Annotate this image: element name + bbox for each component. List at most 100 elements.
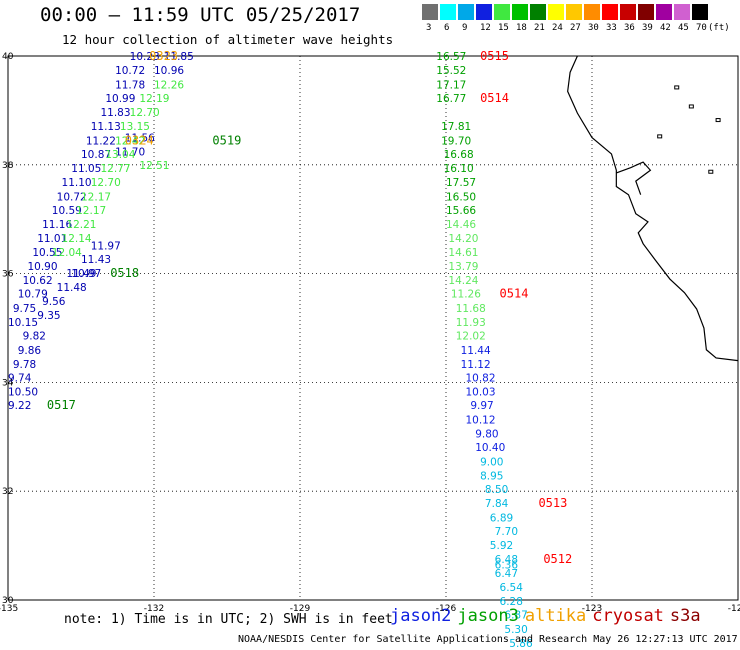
wave-height-value: 10.96 <box>154 65 184 77</box>
wave-height-value: 17.81 <box>441 121 471 133</box>
scale-label: 36 <box>624 23 635 33</box>
wave-height-value: 11.49 <box>66 268 96 280</box>
wave-height-value: 11.01 <box>37 233 67 245</box>
wave-height-value: 12.70 <box>91 177 121 189</box>
lat-tick-label: 34 <box>2 378 14 388</box>
wave-height-value: 8.95 <box>480 470 503 482</box>
wave-height-value: 13.79 <box>448 261 478 273</box>
wave-height-value: 10.90 <box>27 261 57 273</box>
wave-height-value: 6.89 <box>490 512 513 524</box>
wave-height-value: 9.82 <box>23 331 46 343</box>
scale-swatch <box>422 4 438 20</box>
wave-height-value: 5.86 <box>509 638 533 650</box>
wave-height-value: 12.77 <box>100 163 130 175</box>
wave-height-value: 11.93 <box>456 317 486 329</box>
wave-height-value: 12.14 <box>62 233 92 245</box>
map-border <box>7 55 739 601</box>
wave-height-value: 12.04 <box>52 247 82 259</box>
map-title: 00:00 — 11:59 UTC 05/25/2017 <box>40 4 361 26</box>
inland-lake-outline <box>657 134 663 139</box>
lat-tick-label: 30 <box>2 596 14 606</box>
coast-line <box>567 55 739 362</box>
scale-label: 39 <box>642 23 653 33</box>
map-frame <box>7 55 739 601</box>
wave-height-value: 5.30 <box>504 624 527 636</box>
pass-time-label: 0324 <box>125 133 154 147</box>
pass-time-stamps: 0323 0324 0519 0518 0517 0515 0514 0514 0513 0512… <box>47 49 577 650</box>
graticule <box>8 56 738 600</box>
wave-height-value: 10.82 <box>465 373 495 385</box>
wave-height-value: 9.22 <box>8 400 31 412</box>
scale-label: 3 <box>426 23 432 33</box>
wave-height-value: 12.17 <box>81 191 111 203</box>
wave-height-value: 13.04 <box>105 149 135 161</box>
wave-height-value: 10.72 <box>57 191 87 203</box>
wave-height-value: 6.28 <box>500 596 523 608</box>
satellite-name-jason2: jason2 <box>390 606 452 626</box>
wave-height-value: 12.42 <box>115 135 145 147</box>
scale-label: 45 <box>678 23 689 33</box>
wave-height-value: 12.19 <box>139 93 169 105</box>
scale-label: 30 <box>588 23 599 33</box>
wave-height-value: 10.62 <box>23 275 53 287</box>
pass-time-label: 0323 <box>149 49 178 63</box>
lat-tick-label: 32 <box>2 487 13 497</box>
scale-label: 18 <box>516 23 527 33</box>
inland-lake-outline <box>674 85 680 90</box>
bay-outline <box>616 161 652 195</box>
wave-height-value: 6.48 <box>495 554 518 566</box>
wave-height-value: 11.85 <box>164 51 194 63</box>
wave-height-value: 7.70 <box>495 526 518 538</box>
scale-swatch <box>656 4 672 20</box>
wave-height-value: 10.12 <box>465 414 495 426</box>
lon-tick-label: -123 <box>582 604 602 614</box>
pass-time-label: 0517 <box>47 398 76 412</box>
wave-height-value: 9.86 <box>18 345 42 357</box>
scale-swatch <box>602 4 618 20</box>
wave-height-value: 10.87 <box>81 149 111 161</box>
wave-height-value: 10.03 <box>465 387 495 399</box>
wave-height-value: 9.35 <box>37 310 60 322</box>
scale-label: 33 <box>606 23 617 33</box>
wave-height-value: 6.47 <box>495 568 518 580</box>
scale-label: 9 <box>462 23 468 33</box>
wave-height-value: 11.10 <box>62 177 92 189</box>
wave-height-value: 6.54 <box>500 582 524 594</box>
wave-height-value: 11.97 <box>91 240 121 252</box>
scale-swatch <box>584 4 600 20</box>
scale-swatch <box>476 4 492 20</box>
wave-height-value: 12.17 <box>76 205 106 217</box>
wave-height-value: 11.68 <box>456 303 486 315</box>
wave-height-value: 10.59 <box>52 205 82 217</box>
pass-time-label: 0513 <box>538 496 567 510</box>
wave-height-value: 14.46 <box>446 219 476 231</box>
scale-label: 70 <box>696 23 707 33</box>
wave-height-value: 10.79 <box>18 289 48 301</box>
inland-lake-outline <box>715 118 721 123</box>
wave-height-value: 9.80 <box>475 429 498 441</box>
lon-tick-label: -129 <box>290 604 311 614</box>
wave-height-value: 19.70 <box>441 135 471 147</box>
wave-height-value: 16.57 <box>436 51 466 63</box>
wave-height-value: 10.15 <box>8 317 38 329</box>
wave-height-value: 11.16 <box>42 219 72 231</box>
pass-time-label: 0515 <box>480 49 509 63</box>
wave-height-value: 14.24 <box>448 275 478 287</box>
wave-height-value: 11.78 <box>115 79 145 91</box>
wave-height-value: 7.84 <box>485 498 509 510</box>
scale-swatch <box>692 4 708 20</box>
scale-label: 27 <box>570 23 581 33</box>
wave-height-value: 10.72 <box>115 65 145 77</box>
satellite-name-s3a: s3a <box>669 606 701 626</box>
wave-height-value: 10.97 <box>71 268 101 280</box>
footnote: note: 1) Time is in UTC; 2) SWH is in fe… <box>64 612 393 627</box>
wave-height-value: 11.05 <box>71 163 101 175</box>
wave-height-value: 16.50 <box>446 191 476 203</box>
scale-swatch <box>440 4 456 20</box>
scale-swatch <box>638 4 654 20</box>
lon-tick-label: -135 <box>0 604 18 614</box>
map-subtitle: 12 hour collection of altimeter wave hei… <box>62 32 394 47</box>
scale-swatch <box>458 4 474 20</box>
wave-height-value: 12.21 <box>66 219 96 231</box>
wave-height-value: 17.17 <box>436 79 466 91</box>
